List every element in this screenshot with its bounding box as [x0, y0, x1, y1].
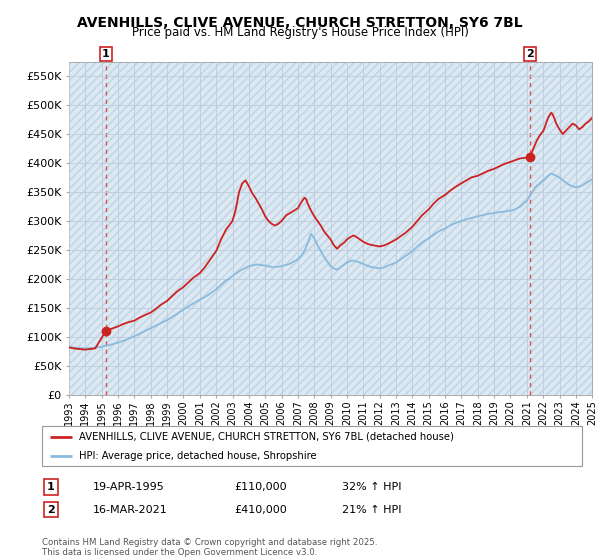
- Text: £410,000: £410,000: [234, 505, 287, 515]
- Text: 32% ↑ HPI: 32% ↑ HPI: [342, 482, 401, 492]
- Text: 1: 1: [102, 49, 110, 59]
- FancyBboxPatch shape: [42, 426, 582, 466]
- Text: 19-APR-1995: 19-APR-1995: [93, 482, 165, 492]
- Text: 1: 1: [47, 482, 55, 492]
- Text: 21% ↑ HPI: 21% ↑ HPI: [342, 505, 401, 515]
- Text: 16-MAR-2021: 16-MAR-2021: [93, 505, 168, 515]
- Text: £110,000: £110,000: [234, 482, 287, 492]
- Text: HPI: Average price, detached house, Shropshire: HPI: Average price, detached house, Shro…: [79, 451, 316, 461]
- Text: Price paid vs. HM Land Registry's House Price Index (HPI): Price paid vs. HM Land Registry's House …: [131, 26, 469, 39]
- Text: AVENHILLS, CLIVE AVENUE, CHURCH STRETTON, SY6 7BL (detached house): AVENHILLS, CLIVE AVENUE, CHURCH STRETTON…: [79, 432, 454, 442]
- Text: 2: 2: [526, 49, 534, 59]
- Text: Contains HM Land Registry data © Crown copyright and database right 2025.
This d: Contains HM Land Registry data © Crown c…: [42, 538, 377, 557]
- Text: 2: 2: [47, 505, 55, 515]
- Text: AVENHILLS, CLIVE AVENUE, CHURCH STRETTON, SY6 7BL: AVENHILLS, CLIVE AVENUE, CHURCH STRETTON…: [77, 16, 523, 30]
